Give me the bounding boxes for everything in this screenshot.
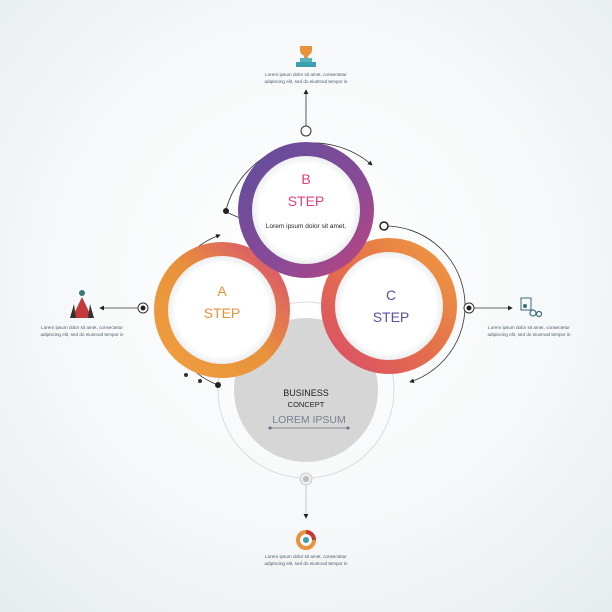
- step-b-label: STEP: [288, 193, 325, 209]
- step-c-letter: C: [386, 287, 396, 303]
- step-c[interactable]: C STEP: [321, 238, 457, 374]
- step-b-text: Lorem ipsum dolor sit amet,: [266, 223, 346, 230]
- step-b[interactable]: B STEP Lorem ipsum dolor sit amet,: [238, 142, 374, 278]
- caption-top-line1: Lorem ipsum dolor sit amet, consectetur: [265, 72, 347, 77]
- donut-chart-icon: [296, 530, 316, 550]
- presentation-gears-icon: [520, 297, 543, 318]
- rocket-icon: [70, 290, 94, 318]
- trophy-icon: [296, 46, 316, 67]
- caption-bottom-line2: adipiscing elit, sed do eiusmod tempor i…: [265, 561, 348, 566]
- step-a[interactable]: A STEP: [154, 242, 290, 378]
- step-a-letter: A: [217, 283, 227, 299]
- node-top: [300, 125, 312, 137]
- caption-top-line2: adipiscing elit, sed do eiusmod tempor i…: [265, 79, 348, 84]
- caption-bottom-line1: Lorem ipsum dolor sit amet, consectetur: [265, 554, 347, 559]
- caption-right-line1: Lorem ipsum dolor sit amet, consectetur: [488, 325, 570, 330]
- caption-left-line2: adipiscing elit, sed do eiusmod tempor i…: [41, 332, 124, 337]
- center-line1: BUSINESS: [283, 388, 329, 398]
- step-a-label: STEP: [204, 305, 241, 321]
- step-c-label: STEP: [373, 309, 410, 325]
- caption-left-line1: Lorem ipsum dolor sit amet, consectetur: [41, 325, 123, 330]
- center-line2: CONCEPT: [288, 400, 325, 409]
- caption-right-line2: adipiscing elit, sed do eiusmod tempor i…: [488, 332, 571, 337]
- arc-c: [383, 225, 466, 384]
- center-line3: LOREM IPSUM: [272, 414, 346, 426]
- step-b-letter: B: [301, 171, 310, 187]
